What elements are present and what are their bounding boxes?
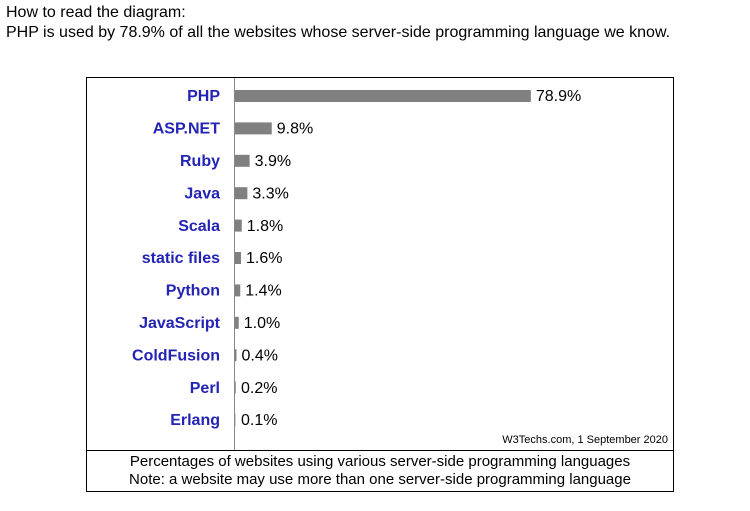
category-label: Python bbox=[166, 283, 220, 300]
category-label: static files bbox=[142, 250, 220, 267]
caption-line: Note: a website may use more than one se… bbox=[129, 471, 631, 488]
bar bbox=[235, 90, 531, 102]
value-label: 3.3% bbox=[252, 185, 288, 202]
value-label: 1.0% bbox=[244, 315, 280, 332]
intro: How to read the diagram: PHP is used by … bbox=[6, 3, 726, 43]
value-label: 3.9% bbox=[255, 153, 291, 170]
bar bbox=[235, 381, 236, 394]
bar bbox=[235, 316, 239, 329]
value-label: 1.8% bbox=[247, 218, 283, 235]
category-label: PHP bbox=[187, 88, 220, 105]
chart-frame bbox=[86, 77, 674, 492]
value-label: 1.4% bbox=[245, 283, 281, 300]
bar bbox=[235, 349, 237, 362]
value-label: 0.4% bbox=[242, 347, 278, 364]
category-label: ColdFusion bbox=[132, 347, 220, 364]
bar bbox=[235, 154, 250, 167]
category-label: Ruby bbox=[180, 153, 220, 170]
bar bbox=[235, 252, 241, 264]
bar bbox=[235, 284, 241, 297]
value-label: 9.8% bbox=[277, 121, 313, 138]
category-label: Scala bbox=[178, 218, 220, 235]
bar bbox=[235, 122, 272, 135]
value-label: 1.6% bbox=[246, 250, 282, 267]
category-label: JavaScript bbox=[139, 315, 221, 332]
bar bbox=[235, 219, 242, 232]
value-label: 0.2% bbox=[241, 380, 277, 397]
caption-line: Percentages of websites using various se… bbox=[130, 453, 630, 470]
category-label: Erlang bbox=[170, 412, 220, 429]
source-note: W3Techs.com, 1 September 2020 bbox=[502, 434, 668, 446]
category-label: ASP.NET bbox=[153, 121, 221, 138]
category-label: Java bbox=[184, 185, 220, 202]
value-label: 78.9% bbox=[536, 88, 581, 105]
category-label: Perl bbox=[190, 380, 220, 397]
intro-text: PHP is used by 78.9% of all the websites… bbox=[6, 24, 671, 41]
value-label: 0.1% bbox=[241, 412, 277, 429]
intro-heading: How to read the diagram: bbox=[6, 4, 186, 21]
bar bbox=[235, 187, 248, 200]
